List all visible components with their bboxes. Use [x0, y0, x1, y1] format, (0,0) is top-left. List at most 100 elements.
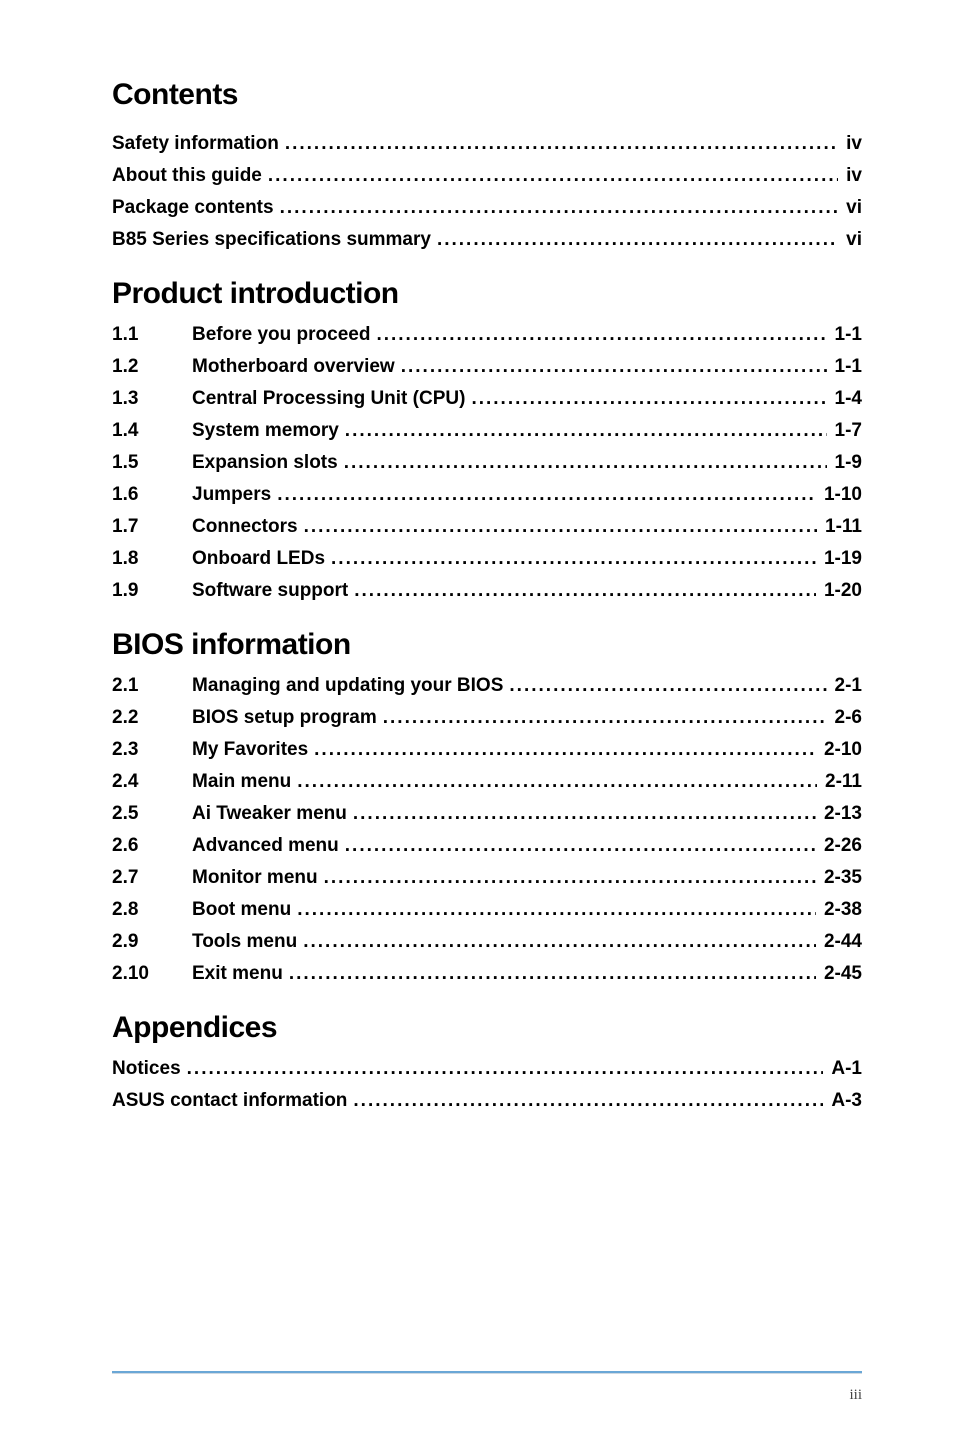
toc-page: 2-35: [820, 868, 862, 887]
toc-leader: [353, 804, 816, 823]
toc-leader: [324, 868, 816, 887]
toc-leader: [471, 389, 826, 408]
toc-line: 2.7 Monitor menu 2-35: [112, 868, 862, 887]
toc-leader: [331, 549, 816, 568]
toc-leader: [509, 676, 826, 695]
toc-label: About this guide: [112, 166, 264, 185]
toc-page: 1-1: [831, 357, 862, 376]
toc-number: 2.6: [112, 836, 192, 855]
heading-bios-information: BIOS information: [112, 628, 862, 662]
toc-number: 1.4: [112, 421, 192, 440]
toc-label: Expansion slots: [192, 453, 340, 472]
toc-page: 2-1: [831, 676, 862, 695]
toc-line: 2.3 My Favorites 2-10: [112, 740, 862, 759]
toc-line: 2.10 Exit menu 2-45: [112, 964, 862, 983]
toc-line: ASUS contact information A-3: [112, 1091, 862, 1110]
toc-leader: [376, 325, 826, 344]
toc-number: 1.8: [112, 549, 192, 568]
toc-line: Notices A-1: [112, 1059, 862, 1078]
toc-line: 1.8 Onboard LEDs 1-19: [112, 549, 862, 568]
toc-page: 2-10: [820, 740, 862, 759]
toc-page: 1-11: [821, 517, 862, 536]
appendices-list: Notices A-1 ASUS contact information A-3: [112, 1059, 862, 1110]
toc-leader: [297, 772, 817, 791]
toc-number: 1.7: [112, 517, 192, 536]
toc-page: 2-13: [820, 804, 862, 823]
toc-number: 1.1: [112, 325, 192, 344]
toc-label: Exit menu: [192, 964, 285, 983]
toc-label: B85 Series specifications summary: [112, 230, 433, 249]
toc-page: 1-19: [820, 549, 862, 568]
toc-leader: [344, 453, 827, 472]
toc-label: Managing and updating your BIOS: [192, 676, 505, 695]
footer-rule: [112, 1371, 862, 1374]
toc-leader: [353, 1091, 823, 1110]
toc-page: vi: [842, 230, 862, 249]
toc-page: vi: [842, 198, 862, 217]
toc-page: A-1: [827, 1059, 862, 1078]
toc-number: 1.2: [112, 357, 192, 376]
heading-appendices: Appendices: [112, 1011, 862, 1045]
bios-info-list: 2.1 Managing and updating your BIOS 2-1 …: [112, 676, 862, 983]
toc-line: Safety information iv: [112, 134, 862, 153]
toc-number: 2.1: [112, 676, 192, 695]
toc-label: My Favorites: [192, 740, 310, 759]
toc-page: 1-1: [831, 325, 862, 344]
toc-number: 2.8: [112, 900, 192, 919]
front-matter-list: Safety information iv About this guide i…: [112, 134, 862, 249]
toc-page: A-3: [827, 1091, 862, 1110]
toc-leader: [289, 964, 816, 983]
toc-line: 2.9 Tools menu 2-44: [112, 932, 862, 951]
toc-leader: [345, 421, 827, 440]
toc-line: 1.3 Central Processing Unit (CPU) 1-4: [112, 389, 862, 408]
toc-line: 1.2 Motherboard overview 1-1: [112, 357, 862, 376]
toc-leader: [345, 836, 816, 855]
toc-leader: [354, 581, 816, 600]
toc-page: 2-38: [820, 900, 862, 919]
toc-page: 1-7: [831, 421, 862, 440]
toc-label: Motherboard overview: [192, 357, 397, 376]
toc-label: Tools menu: [192, 932, 299, 951]
toc-number: 2.7: [112, 868, 192, 887]
toc-label: Onboard LEDs: [192, 549, 327, 568]
toc-line: Package contents vi: [112, 198, 862, 217]
toc-label: Software support: [192, 581, 350, 600]
toc-leader: [280, 198, 839, 217]
toc-page: 2-6: [831, 708, 862, 727]
heading-contents: Contents: [112, 78, 862, 112]
toc-label: System memory: [192, 421, 341, 440]
toc-label: Monitor menu: [192, 868, 320, 887]
toc-label: Main menu: [192, 772, 293, 791]
toc-leader: [314, 740, 816, 759]
toc-leader: [187, 1059, 824, 1078]
footer-page-number: iii: [849, 1387, 862, 1404]
toc-number: 2.3: [112, 740, 192, 759]
toc-line: 1.1 Before you proceed 1-1: [112, 325, 862, 344]
toc-page: iv: [842, 166, 862, 185]
page-body: Contents Safety information iv About thi…: [0, 0, 954, 1110]
toc-page: 2-45: [820, 964, 862, 983]
toc-label: Safety information: [112, 134, 281, 153]
toc-line: 2.5 Ai Tweaker menu 2-13: [112, 804, 862, 823]
toc-line: 2.6 Advanced menu 2-26: [112, 836, 862, 855]
toc-page: 1-10: [820, 485, 862, 504]
toc-number: 1.9: [112, 581, 192, 600]
toc-line: About this guide iv: [112, 166, 862, 185]
toc-label: BIOS setup program: [192, 708, 379, 727]
toc-label: Jumpers: [192, 485, 273, 504]
toc-label: Central Processing Unit (CPU): [192, 389, 467, 408]
toc-page: 1-20: [820, 581, 862, 600]
toc-leader: [268, 166, 838, 185]
toc-label: Boot menu: [192, 900, 293, 919]
toc-label: Advanced menu: [192, 836, 341, 855]
toc-number: 2.10: [112, 964, 192, 983]
toc-line: 1.6 Jumpers 1-10: [112, 485, 862, 504]
toc-line: 1.4 System memory 1-7: [112, 421, 862, 440]
toc-number: 2.4: [112, 772, 192, 791]
toc-leader: [285, 134, 838, 153]
toc-number: 1.6: [112, 485, 192, 504]
toc-page: 1-4: [831, 389, 862, 408]
toc-leader: [383, 708, 827, 727]
toc-page: 2-44: [820, 932, 862, 951]
toc-line: 2.4 Main menu 2-11: [112, 772, 862, 791]
